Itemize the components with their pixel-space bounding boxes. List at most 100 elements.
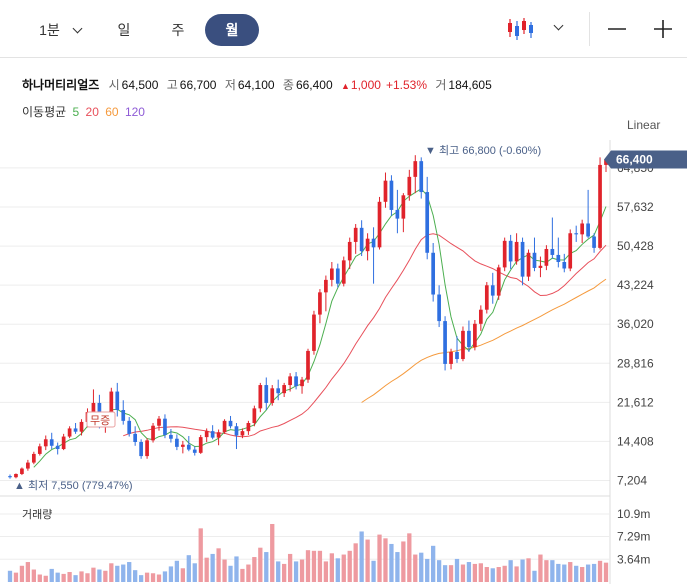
volume-bar[interactable]: [162, 571, 168, 582]
candle[interactable]: [210, 431, 215, 438]
candle[interactable]: [562, 261, 567, 269]
candle[interactable]: [467, 330, 471, 348]
candle[interactable]: [532, 252, 537, 268]
volume-bar[interactable]: [574, 565, 579, 582]
volume-bar[interactable]: [532, 570, 537, 582]
candle[interactable]: [91, 402, 96, 413]
volume-bar[interactable]: [198, 528, 203, 582]
candle[interactable]: [431, 252, 436, 295]
candle[interactable]: [580, 223, 585, 235]
volume-bar[interactable]: [466, 562, 472, 582]
volume-bar[interactable]: [329, 553, 334, 582]
volume-bar[interactable]: [502, 565, 507, 582]
volume-bar[interactable]: [317, 550, 323, 582]
candle[interactable]: [496, 267, 501, 296]
candle[interactable]: [449, 351, 453, 364]
candle[interactable]: [604, 159, 608, 165]
zoom-out-button[interactable]: [606, 18, 628, 40]
volume-bar[interactable]: [121, 564, 126, 582]
candle[interactable]: [55, 445, 60, 450]
candle[interactable]: [43, 439, 48, 447]
candle[interactable]: [407, 176, 412, 196]
volume-bar[interactable]: [484, 567, 489, 582]
volume-bar[interactable]: [37, 574, 42, 582]
candle[interactable]: [389, 180, 394, 210]
candle[interactable]: [139, 441, 143, 457]
ma-120[interactable]: 120: [124, 105, 145, 119]
candle[interactable]: [49, 439, 54, 446]
candle[interactable]: [568, 233, 573, 269]
candle[interactable]: [335, 268, 340, 284]
candle[interactable]: [246, 423, 251, 432]
volume-bar[interactable]: [562, 564, 567, 582]
volume-bar[interactable]: [472, 563, 478, 582]
volume-bar[interactable]: [431, 545, 436, 582]
candle[interactable]: [508, 240, 513, 262]
candle[interactable]: [455, 351, 459, 360]
candle[interactable]: [252, 408, 257, 424]
candle[interactable]: [371, 238, 376, 248]
tab-month[interactable]: 월: [205, 14, 259, 46]
volume-bar[interactable]: [168, 566, 174, 582]
candle[interactable]: [264, 385, 269, 403]
volume-bar[interactable]: [550, 560, 555, 582]
candle[interactable]: [478, 309, 483, 324]
candle[interactable]: [502, 240, 507, 268]
volume-bar[interactable]: [246, 564, 251, 582]
volume-bar[interactable]: [442, 565, 448, 582]
candle[interactable]: [419, 161, 424, 193]
candle[interactable]: [306, 350, 310, 380]
candle[interactable]: [14, 473, 18, 478]
candle[interactable]: [556, 254, 561, 262]
volume-bar[interactable]: [508, 560, 513, 582]
volume-bar[interactable]: [347, 550, 352, 582]
volume-bar[interactable]: [603, 562, 609, 582]
candle[interactable]: [115, 391, 120, 410]
volume-bar[interactable]: [174, 560, 180, 582]
candle[interactable]: [443, 321, 447, 364]
volume-bar[interactable]: [150, 573, 156, 582]
candle[interactable]: [216, 432, 221, 438]
volume-bar[interactable]: [210, 553, 215, 582]
volume-bar[interactable]: [353, 543, 358, 582]
candle[interactable]: [169, 434, 173, 439]
volume-bar[interactable]: [425, 558, 430, 582]
volume-bar[interactable]: [73, 575, 78, 582]
candle[interactable]: [37, 446, 42, 454]
volume-bar[interactable]: [389, 543, 394, 582]
volume-bar[interactable]: [61, 573, 66, 582]
candle[interactable]: [67, 428, 72, 437]
candle[interactable]: [294, 376, 298, 387]
volume-bar[interactable]: [341, 554, 346, 582]
candle[interactable]: [61, 436, 66, 450]
candle[interactable]: [413, 161, 418, 177]
volume-bar[interactable]: [287, 553, 293, 582]
volume-bar[interactable]: [240, 568, 245, 582]
volume-bar[interactable]: [109, 563, 114, 582]
candle[interactable]: [192, 449, 197, 453]
volume-bar[interactable]: [97, 569, 102, 582]
candle[interactable]: [222, 420, 227, 433]
volume-bar[interactable]: [234, 556, 239, 582]
volume-bar[interactable]: [127, 562, 132, 582]
candle[interactable]: [228, 420, 233, 427]
candle[interactable]: [20, 468, 24, 474]
volume-bar[interactable]: [359, 531, 364, 582]
candle[interactable]: [175, 438, 179, 447]
volume-bar[interactable]: [323, 561, 329, 582]
volume-bar[interactable]: [55, 572, 60, 582]
candle[interactable]: [401, 195, 406, 219]
candle[interactable]: [538, 265, 543, 268]
volume-bar[interactable]: [335, 558, 340, 582]
candle[interactable]: [484, 285, 489, 310]
volume-bar[interactable]: [13, 572, 19, 582]
volume-bar[interactable]: [526, 558, 531, 582]
volume-bar[interactable]: [276, 561, 281, 582]
volume-bar[interactable]: [49, 568, 54, 582]
volume-bar[interactable]: [460, 564, 466, 582]
candle[interactable]: [550, 248, 555, 255]
candle[interactable]: [324, 279, 328, 293]
scale-mode-toggle[interactable]: Linear: [627, 118, 661, 132]
candle[interactable]: [109, 391, 114, 418]
candle[interactable]: [26, 462, 30, 469]
